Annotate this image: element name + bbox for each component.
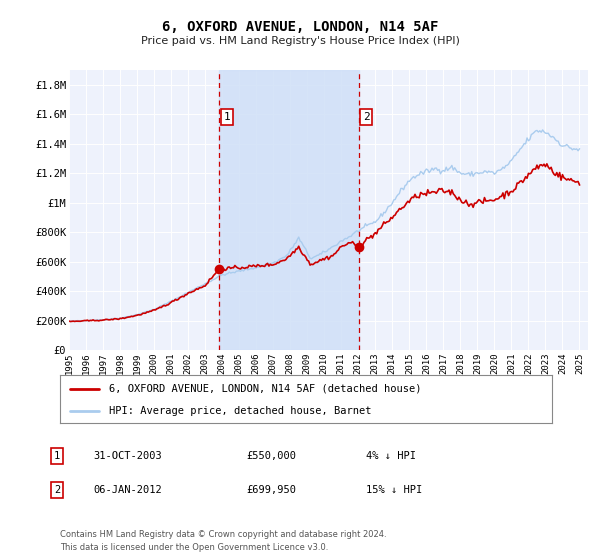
- Text: 2: 2: [363, 112, 370, 122]
- Text: 15% ↓ HPI: 15% ↓ HPI: [366, 485, 422, 495]
- Text: 31-OCT-2003: 31-OCT-2003: [93, 451, 162, 461]
- Text: 6, OXFORD AVENUE, LONDON, N14 5AF (detached house): 6, OXFORD AVENUE, LONDON, N14 5AF (detac…: [109, 384, 422, 394]
- Text: 6, OXFORD AVENUE, LONDON, N14 5AF: 6, OXFORD AVENUE, LONDON, N14 5AF: [162, 20, 438, 34]
- Text: This data is licensed under the Open Government Licence v3.0.: This data is licensed under the Open Gov…: [60, 543, 328, 552]
- Text: Contains HM Land Registry data © Crown copyright and database right 2024.: Contains HM Land Registry data © Crown c…: [60, 530, 386, 539]
- Bar: [219, 70, 359, 350]
- Text: Price paid vs. HM Land Registry's House Price Index (HPI): Price paid vs. HM Land Registry's House …: [140, 36, 460, 46]
- Text: 1: 1: [54, 451, 60, 461]
- Text: 2: 2: [54, 485, 60, 495]
- Text: 06-JAN-2012: 06-JAN-2012: [93, 485, 162, 495]
- Text: 4% ↓ HPI: 4% ↓ HPI: [366, 451, 416, 461]
- Text: £550,000: £550,000: [246, 451, 296, 461]
- Text: HPI: Average price, detached house, Barnet: HPI: Average price, detached house, Barn…: [109, 406, 372, 416]
- Text: 1: 1: [224, 112, 230, 122]
- Text: £699,950: £699,950: [246, 485, 296, 495]
